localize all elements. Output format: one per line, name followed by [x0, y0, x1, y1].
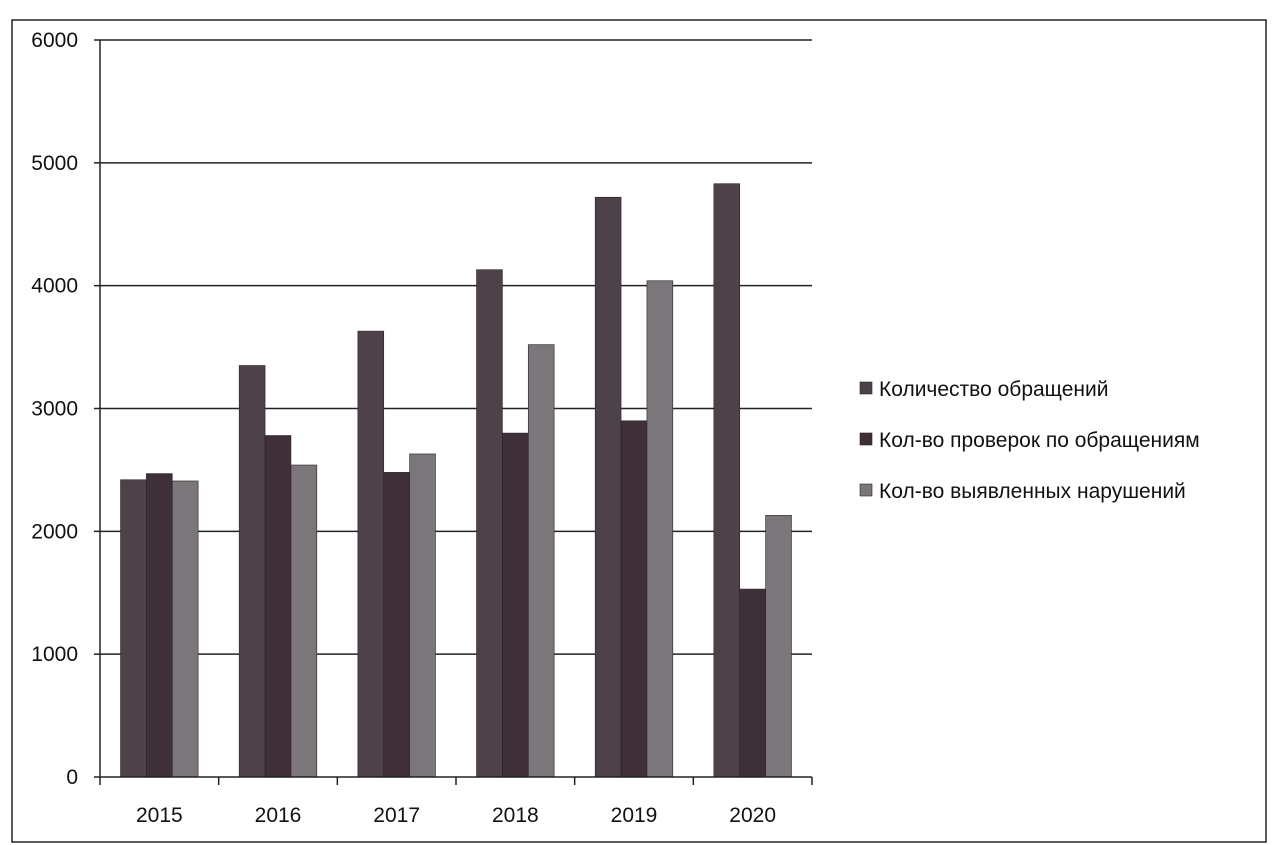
gridlines [100, 40, 812, 654]
x-tick-label: 2019 [611, 804, 658, 827]
y-tick-label: 4000 [31, 275, 78, 298]
bar-2018-series-1 [477, 270, 503, 777]
bar-2016-series-2 [265, 436, 291, 777]
bar-2018-series-2 [502, 433, 528, 777]
bar-2016-series-3 [291, 465, 317, 777]
x-tick-label: 2018 [492, 804, 539, 827]
y-tick-label: 3000 [31, 398, 78, 421]
x-tick-labels: 2015 2016 2017 2018 2019 2020 [136, 804, 776, 827]
bar-2018-series-3 [528, 345, 554, 777]
bar-2015-series-3 [172, 481, 198, 777]
axes [94, 40, 812, 785]
legend-swatch [860, 382, 872, 394]
y-tick-label: 2000 [31, 520, 78, 543]
bar-2019-series-2 [621, 421, 647, 777]
x-tick-label: 2015 [136, 804, 183, 827]
bar-2017-series-3 [410, 454, 436, 777]
y-tick-label: 5000 [31, 152, 78, 175]
bar-2017-series-1 [358, 331, 384, 777]
bar-2015-series-2 [146, 474, 172, 777]
bar-2019-series-3 [647, 281, 673, 777]
legend-label: Количество обращений [879, 378, 1108, 401]
bars [121, 184, 792, 777]
y-tick-label: 6000 [31, 29, 78, 52]
y-tick-label: 1000 [31, 643, 78, 666]
bar-2020-series-3 [766, 515, 792, 777]
bar-2015-series-1 [121, 480, 147, 777]
bar-2020-series-2 [740, 589, 766, 777]
y-tick-label: 0 [66, 766, 78, 789]
legend-label: Кол-во выявленных нарушений [879, 480, 1186, 503]
legend: Количество обращений Кол-во проверок по о… [860, 378, 1200, 503]
legend-label: Кол-во проверок по обращениям [879, 429, 1200, 452]
bar-2016-series-1 [239, 366, 265, 777]
y-tick-labels: 0 1000 2000 3000 4000 5000 6000 [31, 29, 78, 789]
x-tick-label: 2020 [729, 804, 776, 827]
legend-swatch [860, 433, 872, 445]
bar-2020-series-1 [714, 184, 740, 777]
legend-swatch [860, 484, 872, 496]
bar-2017-series-2 [384, 472, 410, 777]
x-tick-label: 2016 [255, 804, 302, 827]
bar-2019-series-1 [595, 197, 621, 777]
x-tick-label: 2017 [373, 804, 420, 827]
